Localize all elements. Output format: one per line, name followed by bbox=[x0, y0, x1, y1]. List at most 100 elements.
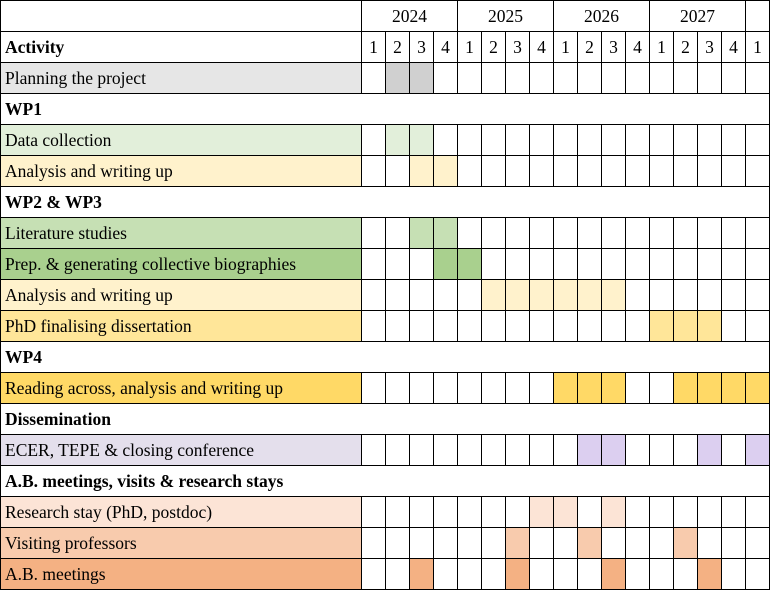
gantt-empty-cell bbox=[481, 527, 506, 559]
gantt-empty-cell bbox=[457, 372, 482, 404]
gantt-empty-cell bbox=[409, 248, 434, 280]
gantt-empty-cell bbox=[529, 217, 554, 249]
gantt-empty-cell bbox=[481, 372, 506, 404]
gantt-empty-cell bbox=[361, 279, 386, 311]
gantt-bar-cell bbox=[697, 372, 722, 404]
gantt-empty-cell bbox=[673, 496, 698, 528]
gantt-bar-cell bbox=[409, 124, 434, 156]
gantt-empty-cell bbox=[577, 124, 602, 156]
quarter-header: 1 bbox=[745, 31, 770, 63]
gantt-bar-cell bbox=[673, 310, 698, 342]
section-header-row: WP4 bbox=[0, 341, 770, 373]
quarter-header: 3 bbox=[505, 31, 530, 63]
gantt-empty-cell bbox=[505, 434, 530, 466]
quarter-header: 4 bbox=[625, 31, 650, 63]
gantt-empty-cell bbox=[673, 279, 698, 311]
gantt-empty-cell bbox=[361, 527, 386, 559]
gantt-empty-cell bbox=[625, 558, 650, 590]
gantt-empty-cell bbox=[673, 434, 698, 466]
gantt-empty-cell bbox=[385, 527, 410, 559]
gantt-empty-cell bbox=[409, 279, 434, 311]
gantt-empty-cell bbox=[721, 310, 746, 342]
gantt-bar-cell bbox=[697, 434, 722, 466]
gantt-empty-cell bbox=[721, 527, 746, 559]
gantt-empty-cell bbox=[529, 62, 554, 94]
gantt-empty-cell bbox=[529, 527, 554, 559]
task-row: Visiting professors bbox=[0, 527, 770, 559]
gantt-empty-cell bbox=[505, 372, 530, 404]
gantt-empty-cell bbox=[649, 434, 674, 466]
year-header-extra bbox=[745, 0, 770, 32]
gantt-bar-cell bbox=[433, 217, 458, 249]
gantt-bar-cell bbox=[601, 558, 626, 590]
gantt-empty-cell bbox=[481, 496, 506, 528]
gantt-empty-cell bbox=[361, 372, 386, 404]
gantt-empty-cell bbox=[625, 496, 650, 528]
gantt-bar-cell bbox=[577, 434, 602, 466]
task-label: Literature studies bbox=[0, 217, 362, 249]
gantt-empty-cell bbox=[553, 558, 578, 590]
gantt-empty-cell bbox=[649, 279, 674, 311]
gantt-empty-cell bbox=[433, 124, 458, 156]
gantt-empty-cell bbox=[529, 558, 554, 590]
gantt-empty-cell bbox=[481, 217, 506, 249]
task-label: Reading across, analysis and writing up bbox=[0, 372, 362, 404]
gantt-bar-cell bbox=[529, 279, 554, 311]
gantt-empty-cell bbox=[601, 310, 626, 342]
gantt-empty-cell bbox=[553, 434, 578, 466]
gantt-empty-cell bbox=[553, 527, 578, 559]
gantt-empty-cell bbox=[721, 434, 746, 466]
gantt-empty-cell bbox=[745, 558, 770, 590]
gantt-bar-cell bbox=[409, 558, 434, 590]
gantt-bar-cell bbox=[505, 279, 530, 311]
gantt-empty-cell bbox=[625, 62, 650, 94]
quarter-header: 4 bbox=[529, 31, 554, 63]
gantt-empty-cell bbox=[385, 155, 410, 187]
gantt-bar-cell bbox=[505, 558, 530, 590]
gantt-empty-cell bbox=[553, 155, 578, 187]
section-spacer bbox=[361, 186, 770, 218]
gantt-empty-cell bbox=[697, 248, 722, 280]
gantt-empty-cell bbox=[625, 279, 650, 311]
gantt-empty-cell bbox=[481, 434, 506, 466]
gantt-empty-cell bbox=[385, 248, 410, 280]
gantt-empty-cell bbox=[649, 558, 674, 590]
gantt-empty-cell bbox=[457, 124, 482, 156]
task-label: Research stay (PhD, postdoc) bbox=[0, 496, 362, 528]
gantt-empty-cell bbox=[745, 496, 770, 528]
gantt-empty-cell bbox=[457, 558, 482, 590]
gantt-empty-cell bbox=[721, 496, 746, 528]
gantt-empty-cell bbox=[433, 434, 458, 466]
gantt-empty-cell bbox=[457, 496, 482, 528]
gantt-empty-cell bbox=[433, 558, 458, 590]
gantt-empty-cell bbox=[361, 248, 386, 280]
quarter-header: 2 bbox=[673, 31, 698, 63]
gantt-empty-cell bbox=[481, 155, 506, 187]
gantt-empty-cell bbox=[457, 279, 482, 311]
gantt-empty-cell bbox=[457, 62, 482, 94]
gantt-empty-cell bbox=[457, 310, 482, 342]
gantt-empty-cell bbox=[673, 217, 698, 249]
gantt-empty-cell bbox=[721, 217, 746, 249]
task-row: Planning the project bbox=[0, 62, 770, 94]
gantt-empty-cell bbox=[529, 124, 554, 156]
gantt-empty-cell bbox=[721, 124, 746, 156]
gantt-empty-cell bbox=[529, 155, 554, 187]
gantt-empty-cell bbox=[505, 496, 530, 528]
gantt-empty-cell bbox=[433, 310, 458, 342]
gantt-empty-cell bbox=[505, 124, 530, 156]
gantt-empty-cell bbox=[697, 155, 722, 187]
gantt-empty-cell bbox=[601, 248, 626, 280]
gantt-bar-cell bbox=[409, 155, 434, 187]
gantt-empty-cell bbox=[457, 155, 482, 187]
task-row: Prep. & generating collective biographie… bbox=[0, 248, 770, 280]
gantt-bar-cell bbox=[601, 279, 626, 311]
task-label: ECER, TEPE & closing conference bbox=[0, 434, 362, 466]
gantt-empty-cell bbox=[625, 124, 650, 156]
gantt-empty-cell bbox=[553, 248, 578, 280]
gantt-bar-cell bbox=[433, 155, 458, 187]
task-row: Literature studies bbox=[0, 217, 770, 249]
gantt-empty-cell bbox=[361, 155, 386, 187]
gantt-empty-cell bbox=[649, 155, 674, 187]
gantt-empty-cell bbox=[721, 279, 746, 311]
